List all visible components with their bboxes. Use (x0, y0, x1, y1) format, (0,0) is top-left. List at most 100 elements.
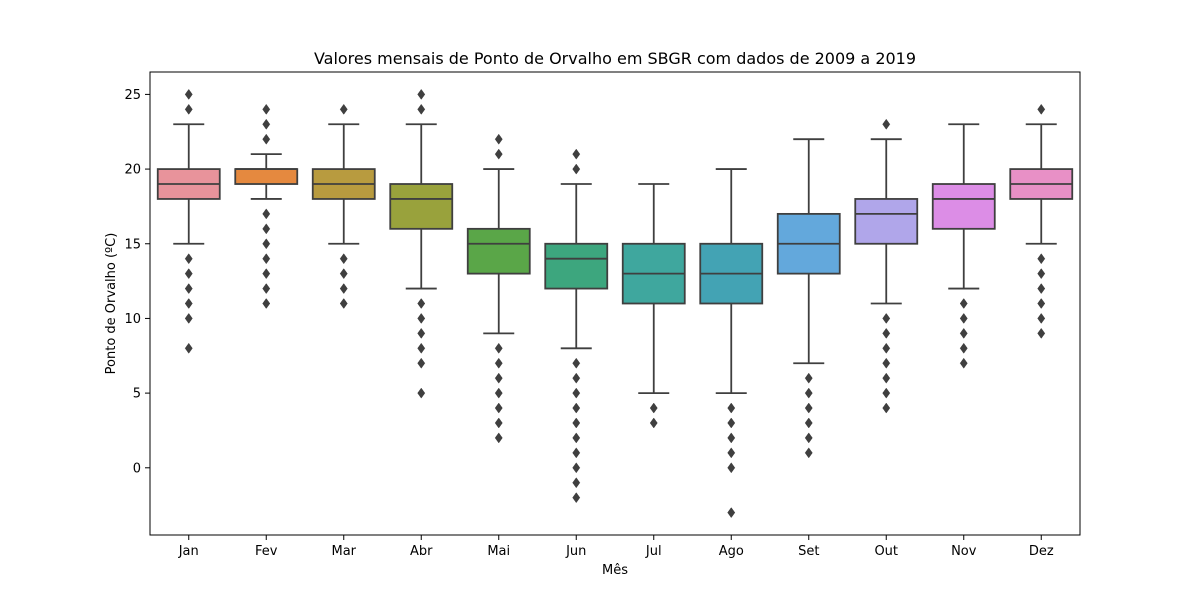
outlier-point (417, 342, 426, 354)
outlier-point (882, 402, 891, 414)
box-mar (311, 103, 376, 309)
outlier-point (882, 372, 891, 384)
x-tick-label: Nov (951, 544, 977, 559)
outlier-point (882, 387, 891, 399)
outlier-point (649, 417, 658, 429)
x-axis: Jan Fev Mar Abr Mai Jun Jul Ago Set Out Nov Dez (178, 535, 1054, 559)
outlier-point (184, 342, 193, 354)
outlier-point (262, 208, 271, 220)
box-out (854, 118, 919, 414)
outlier-point (572, 447, 581, 459)
outlier-point (1037, 327, 1046, 339)
box-jul (621, 183, 686, 429)
outlier-point (572, 417, 581, 429)
y-tick-label: 0 (133, 461, 141, 476)
outlier-point (959, 298, 968, 309)
outlier-point (417, 387, 426, 399)
y-tick-label: 25 (124, 88, 141, 103)
outlier-point (572, 372, 581, 384)
outlier-point (572, 148, 581, 160)
box-jan (156, 88, 221, 354)
outlier-point (572, 163, 581, 175)
outlier-point (339, 298, 348, 309)
outlier-point (184, 298, 193, 309)
outlier-point (494, 342, 503, 354)
box-iqr (389, 183, 454, 230)
outlier-point (262, 223, 271, 235)
outlier-point (262, 118, 271, 130)
x-tick-label: Jan (178, 544, 199, 559)
outlier-point (417, 298, 426, 309)
plot-area (156, 88, 1074, 519)
outlier-point (262, 133, 271, 145)
outlier-point (494, 357, 503, 369)
box-iqr (234, 168, 299, 185)
box-iqr (931, 183, 996, 230)
outlier-point (959, 327, 968, 339)
outlier-point (1037, 103, 1046, 115)
outlier-point (572, 492, 581, 504)
x-tick-label: Set (798, 544, 819, 559)
outlier-point (339, 253, 348, 265)
y-tick-label: 10 (124, 312, 141, 327)
outlier-point (184, 268, 193, 280)
outlier-point (262, 283, 271, 294)
outlier-point (1037, 298, 1046, 309)
outlier-point (804, 447, 813, 459)
outlier-point (727, 507, 736, 519)
box-nov (931, 123, 996, 369)
x-tick-label: Dez (1029, 544, 1054, 559)
x-axis-label: Mês (602, 563, 628, 578)
box-iqr (854, 198, 919, 245)
outlier-point (804, 402, 813, 414)
outlier-point (494, 402, 503, 414)
outlier-point (727, 447, 736, 459)
outlier-point (184, 103, 193, 115)
outlier-point (882, 357, 891, 369)
outlier-point (959, 313, 968, 324)
y-axis-label: Ponto de Orvalho (ºC) (104, 233, 119, 375)
outlier-point (184, 253, 193, 265)
outlier-point (572, 402, 581, 414)
outlier-point (1037, 283, 1046, 294)
outlier-point (339, 103, 348, 115)
box-abr (389, 88, 454, 399)
box-mai (466, 133, 531, 444)
x-tick-label: Mar (331, 544, 356, 559)
outlier-point (184, 313, 193, 324)
outlier-point (804, 432, 813, 444)
x-tick-label: Mai (487, 544, 510, 559)
outlier-point (727, 432, 736, 444)
outlier-point (1037, 253, 1046, 265)
outlier-point (417, 357, 426, 369)
x-tick-label: Fev (255, 544, 278, 559)
chart-title: Valores mensais de Ponto de Orvalho em S… (314, 49, 916, 68)
outlier-point (727, 462, 736, 474)
outlier-point (417, 103, 426, 115)
box-iqr (466, 227, 531, 275)
outlier-point (959, 342, 968, 354)
box-set (776, 138, 841, 459)
outlier-point (572, 462, 581, 474)
outlier-point (262, 103, 271, 115)
y-axis: 0 5 10 15 20 25 (124, 88, 150, 476)
outlier-point (572, 387, 581, 399)
outlier-point (262, 268, 271, 280)
outlier-point (572, 357, 581, 369)
plot-frame (149, 71, 1081, 536)
outlier-point (494, 372, 503, 384)
outlier-point (417, 313, 426, 324)
outlier-point (882, 327, 891, 339)
outlier-point (649, 402, 658, 414)
x-tick-label: Jun (565, 544, 586, 559)
outlier-point (804, 417, 813, 429)
outlier-point (339, 283, 348, 294)
outlier-point (417, 327, 426, 339)
outlier-point (184, 88, 193, 100)
outlier-point (262, 298, 271, 309)
outlier-point (804, 387, 813, 399)
outlier-point (727, 402, 736, 414)
y-tick-label: 5 (133, 387, 141, 402)
outlier-point (339, 268, 348, 280)
